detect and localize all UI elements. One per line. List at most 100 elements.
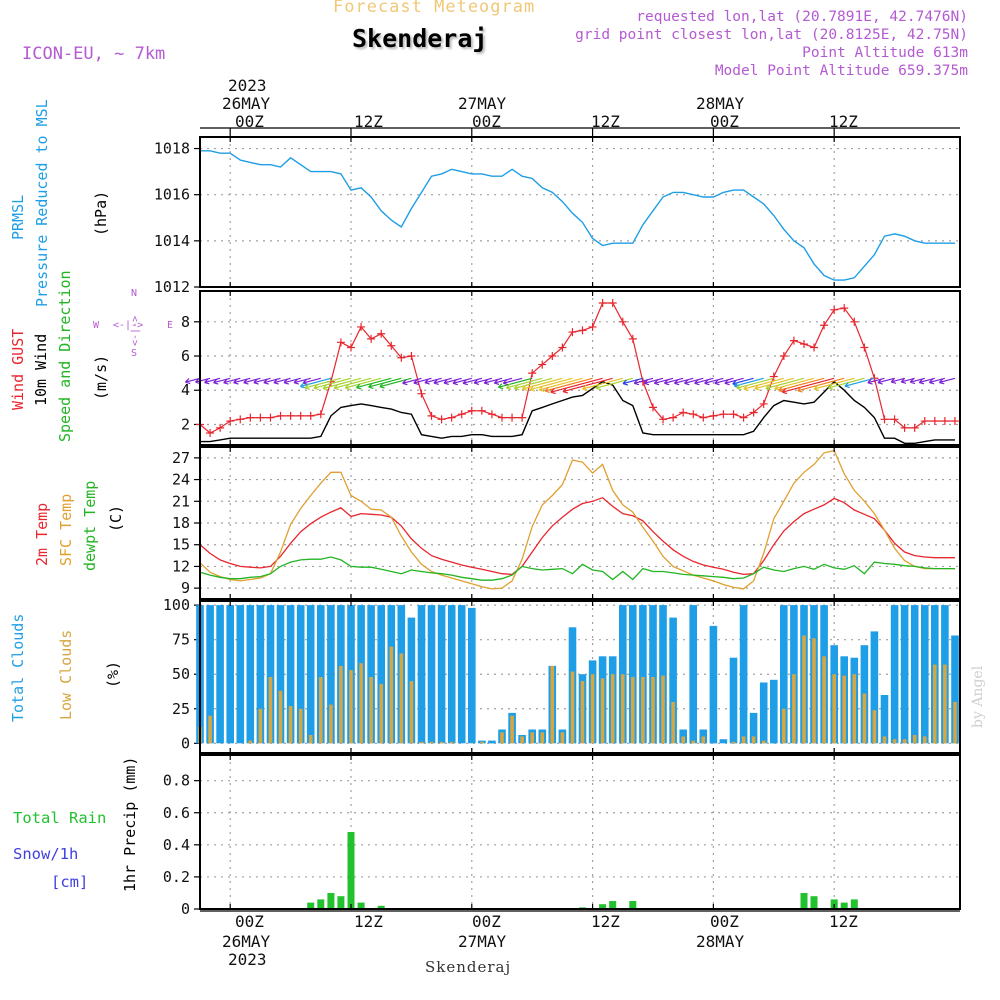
top-hour-1: 00Z	[235, 112, 264, 131]
precip-bar	[357, 902, 365, 909]
gust-point	[306, 411, 315, 420]
bottom-hour-3: 00Z	[472, 912, 501, 931]
low-cloud-bar	[439, 741, 444, 744]
wind-arrow	[663, 377, 684, 386]
y-tick-label: 50	[172, 665, 190, 683]
total-cloud-bar	[226, 605, 234, 744]
gust-point	[336, 338, 345, 347]
wind-arrow	[233, 377, 251, 385]
low-cloud-bar	[641, 677, 645, 744]
low-cloud-bar	[298, 708, 303, 744]
gust-point	[810, 343, 819, 352]
wind-arrow	[283, 377, 301, 385]
gust-point	[900, 423, 909, 432]
bottom-date-2: 27MAY	[458, 932, 507, 951]
wind-arrow	[213, 377, 231, 385]
gust-point	[447, 413, 456, 422]
wind-arrow	[754, 377, 795, 391]
total-cloud-bar	[367, 605, 375, 744]
low-cloud-bar	[842, 675, 846, 744]
low-cloud-bar	[429, 741, 434, 744]
gust-point	[618, 317, 627, 326]
total-cloud-bar	[246, 605, 255, 744]
low-cloud-bar	[902, 739, 907, 744]
wind-arrow	[684, 377, 704, 386]
low-cloud-bar	[731, 741, 736, 744]
precip-bar	[850, 899, 858, 909]
wind-arrow	[344, 377, 382, 390]
gust-point	[659, 415, 668, 424]
gust-point	[457, 410, 466, 419]
total-cloud-bar	[709, 625, 718, 744]
gust-point	[508, 413, 517, 422]
total-cloud-bar	[870, 631, 879, 744]
total-cloud-bar	[266, 605, 275, 744]
low-cloud-bar	[600, 678, 605, 744]
gust-point	[628, 334, 637, 343]
low-cloud-bar	[339, 665, 343, 744]
low-cloud-bar	[943, 664, 947, 744]
total-cloud-bar	[377, 605, 385, 744]
total-cloud-bar	[447, 605, 456, 744]
low-cloud-bar	[792, 674, 796, 744]
precip-bar	[810, 896, 818, 909]
total-cloud-bar	[407, 617, 416, 744]
y-tick-label: 2	[181, 415, 190, 433]
panel-frame	[199, 136, 961, 288]
wind-arrow	[765, 377, 805, 391]
gust-point	[477, 406, 486, 415]
total-cloud-bar	[649, 605, 657, 744]
y-tick-label: 1016	[154, 186, 190, 204]
precip-bar	[629, 901, 637, 909]
bottom-hour-6: 12Z	[829, 912, 858, 931]
y-tick-label: 1012	[154, 278, 190, 296]
wind-arrow	[714, 377, 734, 386]
wind-arrow	[493, 377, 513, 385]
precip-bar	[307, 902, 315, 909]
gust-point	[830, 305, 839, 314]
compass-w-label: W	[93, 320, 100, 331]
compass-s-label: S	[131, 348, 138, 359]
total-cloud-bar	[317, 605, 325, 744]
chart-title: Skenderaj	[352, 24, 488, 53]
gust-point	[397, 353, 406, 362]
gust-point	[588, 322, 597, 331]
precip-bar	[800, 893, 808, 909]
precip-bar	[609, 901, 617, 909]
total-cloud-bar	[468, 607, 476, 744]
gust-point	[769, 372, 778, 381]
low-cloud-bar	[449, 741, 454, 744]
gust-point	[246, 413, 255, 422]
top-hour-3: 00Z	[472, 112, 501, 131]
gust-point	[709, 411, 718, 420]
wind-arrow	[513, 377, 553, 391]
gust-point	[528, 369, 537, 378]
wind-arrow	[483, 377, 503, 385]
compass-ew-arrow: <-|->	[113, 320, 144, 331]
gust-point	[930, 417, 939, 426]
wind-arrow	[704, 377, 724, 386]
y-tick-label: 1014	[154, 232, 190, 250]
total-cloud-bar	[729, 657, 738, 744]
t2m-line	[199, 496, 955, 576]
low-cloud-bar	[852, 674, 857, 744]
wind-arrow	[433, 377, 452, 385]
low-cloud-bar	[882, 736, 887, 744]
wind-arrow	[273, 377, 291, 385]
low-cloud-bar	[379, 683, 383, 744]
low-cloud-bar	[691, 740, 695, 744]
low-cloud-bar	[892, 739, 897, 744]
total-cloud-bar	[488, 740, 496, 744]
wind-arrow	[797, 377, 845, 393]
bottom-hour-1: 00Z	[235, 912, 264, 931]
wind-arrow	[890, 377, 905, 384]
snow-unit: [cm]	[51, 873, 89, 891]
low-cloud-bar	[369, 677, 373, 744]
wind-arrow	[529, 377, 573, 392]
bottom-date-3: 28MAY	[696, 932, 745, 951]
total-cloud-bar	[639, 605, 647, 744]
low-cloud-bar	[681, 736, 685, 744]
total-cloud-bar	[306, 605, 315, 744]
wind-arrow	[653, 377, 674, 386]
